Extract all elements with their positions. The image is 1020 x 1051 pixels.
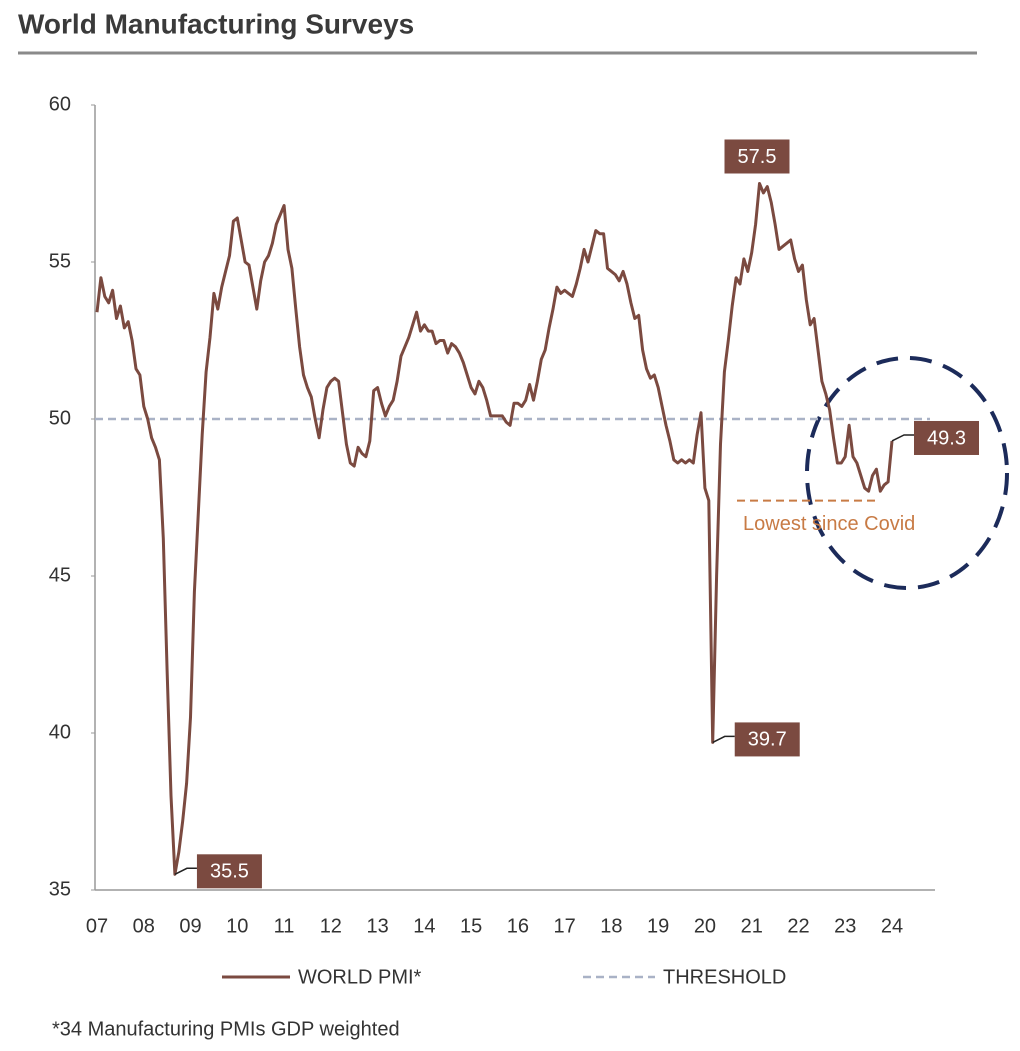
label-box: [914, 420, 979, 455]
x-tick-label: 22: [787, 915, 809, 937]
x-tick-label: 09: [179, 915, 201, 937]
label-box: [196, 854, 262, 889]
x-tick-label: 23: [834, 915, 856, 937]
x-tick-label: 24: [881, 915, 903, 937]
data-label: 39.7: [748, 729, 787, 751]
y-tick-label: 45: [49, 564, 71, 586]
x-tick-label: 14: [413, 915, 435, 937]
x-tick-label: 17: [554, 915, 576, 937]
series-line: [95, 182, 894, 876]
legend-label: THRESHOLD: [663, 966, 786, 988]
y-tick-label: 35: [49, 878, 71, 900]
x-tick-label: 10: [226, 915, 248, 937]
highlight-circle: [805, 356, 1009, 590]
chart-title: World Manufacturing Surveys: [18, 8, 414, 39]
x-tick-label: 20: [694, 915, 716, 937]
y-tick-label: 50: [49, 407, 71, 429]
data-label: 57.5: [738, 146, 777, 168]
label-connector: [174, 867, 197, 875]
y-tick-label: 60: [49, 93, 71, 115]
footnote: *34 Manufacturing PMIs GDP weighted: [52, 1018, 400, 1040]
x-tick-label: 21: [741, 915, 763, 937]
x-tick-label: 18: [600, 915, 622, 937]
y-tick-label: 55: [49, 250, 71, 272]
label-box: [734, 722, 800, 757]
x-tick-label: 07: [86, 915, 108, 937]
x-tick-label: 08: [133, 915, 155, 937]
x-tick-label: 16: [507, 915, 529, 937]
label-connector: [891, 434, 914, 442]
annotation-text: Lowest since Covid: [743, 513, 915, 535]
x-tick-label: 12: [320, 915, 342, 937]
x-tick-label: 13: [366, 915, 388, 937]
label-box: [724, 139, 790, 174]
y-tick-label: 40: [49, 721, 71, 743]
label-connector: [712, 735, 735, 744]
x-tick-label: 15: [460, 915, 482, 937]
data-label: 49.3: [927, 427, 966, 449]
data-label: 35.5: [210, 861, 249, 883]
x-tick-label: 19: [647, 915, 669, 937]
x-tick-label: 11: [274, 915, 295, 937]
legend-label: WORLD PMI*: [298, 966, 422, 988]
